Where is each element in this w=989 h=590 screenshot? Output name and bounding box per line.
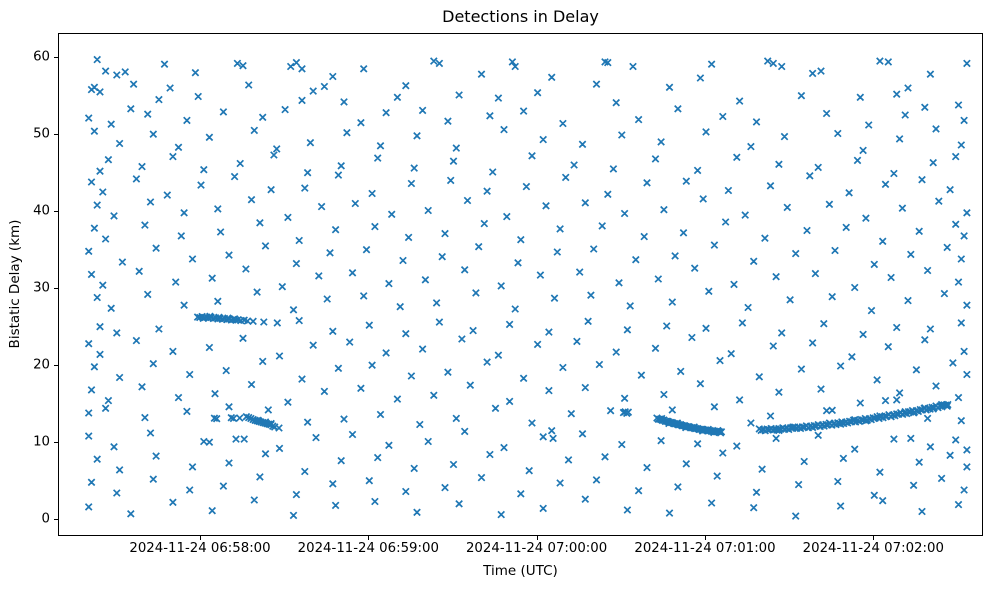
x-axis-label: Time (UTC) — [483, 563, 558, 579]
x-tick-label: 2024-11-24 06:58:00 — [129, 541, 271, 556]
y-tick-mark — [54, 57, 58, 58]
x-tick-label: 2024-11-24 06:59:00 — [297, 541, 439, 556]
x-tick-mark — [705, 536, 706, 540]
x-tick-label: 2024-11-24 07:00:00 — [465, 541, 608, 556]
y-tick-label: 40 — [33, 203, 50, 219]
y-tick-mark — [54, 211, 58, 212]
y-tick-label: 30 — [33, 280, 50, 296]
plot-area — [58, 33, 983, 536]
x-tick-mark — [873, 536, 875, 540]
y-tick-label: 20 — [33, 357, 50, 373]
x-tick-mark — [536, 536, 538, 540]
x-tick-mark — [200, 536, 201, 540]
x-tick-label: 2024-11-24 07:01:00 — [634, 541, 776, 556]
y-tick-mark — [54, 365, 58, 366]
x-tick-label: 2024-11-24 07:02:00 — [802, 541, 944, 556]
y-tick-mark — [54, 134, 58, 135]
y-tick-label: 60 — [33, 49, 50, 65]
y-tick-label: 50 — [33, 126, 50, 142]
y-tick-label: 10 — [33, 434, 50, 450]
scatter-markers — [84, 55, 971, 520]
y-tick-mark — [54, 519, 58, 520]
y-tick-mark — [54, 288, 58, 289]
scatter-plot-canvas — [84, 55, 971, 520]
chart-title: Detections in Delay — [442, 7, 599, 26]
y-tick-mark — [54, 442, 58, 443]
x-tick-mark — [368, 536, 370, 540]
y-tick-label: 0 — [41, 511, 50, 527]
